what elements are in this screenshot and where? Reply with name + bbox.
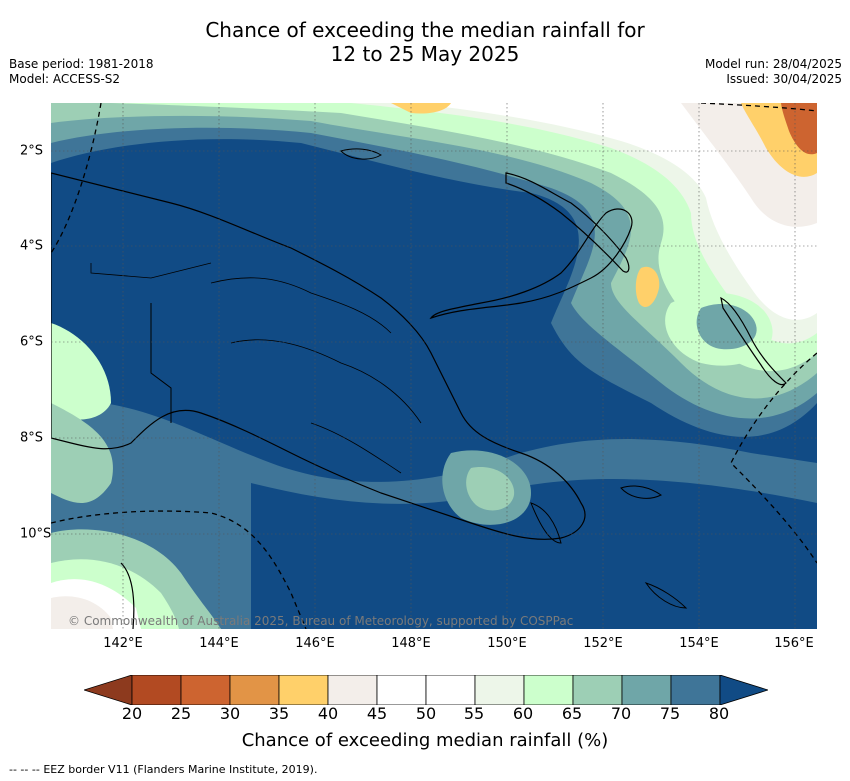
colorbar-segment bbox=[425, 674, 476, 706]
lon-label-150: 150°E bbox=[487, 636, 527, 651]
eez-legend-text: EEZ border V11 (Flanders Marine Institut… bbox=[43, 763, 318, 776]
colorbar-segment bbox=[670, 674, 721, 706]
colorbar-label: Chance of exceeding median rainfall (%) bbox=[241, 730, 609, 751]
colorbar-segment bbox=[572, 674, 623, 706]
colorbar-segment bbox=[180, 674, 231, 706]
title-line-1: Chance of exceeding the median rainfall … bbox=[205, 18, 645, 42]
colorbar-segment bbox=[474, 674, 525, 706]
meta-left: Base period: 1981-2018 Model: ACCESS-S2 bbox=[9, 57, 154, 87]
zone-35-40-north bbox=[391, 103, 451, 114]
lon-label-154: 154°E bbox=[679, 636, 719, 651]
eez-legend-marker: -- -- -- bbox=[9, 763, 40, 776]
island-se-2 bbox=[530, 502, 562, 544]
province-border-2 bbox=[230, 339, 422, 424]
zone-60-65 bbox=[111, 103, 817, 372]
colorbar-segment bbox=[621, 674, 672, 706]
cb-tick-40: 40 bbox=[317, 704, 339, 723]
cape-york-coastline bbox=[120, 562, 135, 629]
zone-65-70-west bbox=[51, 403, 113, 503]
lon-label-152: 152°E bbox=[583, 636, 623, 651]
cb-tick-65: 65 bbox=[561, 704, 583, 723]
meta-right: Model run: 28/04/2025 Issued: 30/04/2025 bbox=[705, 57, 842, 87]
province-border-1 bbox=[210, 277, 392, 334]
zone-65-70-central bbox=[466, 467, 515, 511]
colorbar-extend-high bbox=[719, 674, 770, 706]
colorbar-segment bbox=[327, 674, 378, 706]
eez-border-north bbox=[700, 103, 817, 112]
cb-tick-35: 35 bbox=[268, 704, 290, 723]
lat-label-2s: 2°S bbox=[20, 143, 44, 159]
lon-label-146: 146°E bbox=[295, 636, 335, 651]
zone-60-65-west bbox=[51, 323, 111, 420]
cb-tick-25: 25 bbox=[170, 704, 192, 723]
colorbar-segment bbox=[278, 674, 329, 706]
lat-label-8s: 8°S bbox=[20, 430, 44, 446]
colorbar-segment bbox=[131, 674, 182, 706]
manus-coastline bbox=[340, 148, 382, 160]
lon-label-144: 144°E bbox=[199, 636, 239, 651]
border-line bbox=[150, 303, 172, 423]
colorbar-segment bbox=[229, 674, 280, 706]
island-se-1 bbox=[620, 485, 662, 499]
colorbar-segment bbox=[376, 674, 427, 706]
cb-tick-75: 75 bbox=[659, 704, 681, 723]
cb-tick-50: 50 bbox=[415, 704, 437, 723]
colorbar-svg bbox=[82, 674, 770, 706]
zone-45-55 bbox=[411, 103, 817, 320]
cb-tick-55: 55 bbox=[463, 704, 485, 723]
lon-label-156: 156°E bbox=[774, 636, 814, 651]
lat-label-4s: 4°S bbox=[20, 238, 44, 254]
lon-label-148: 148°E bbox=[391, 636, 431, 651]
map-title: Chance of exceeding the median rainfall … bbox=[0, 18, 850, 66]
colorbar bbox=[82, 674, 770, 706]
lat-label-10s: 10°S bbox=[20, 526, 52, 542]
island-se-3 bbox=[644, 582, 688, 609]
model-run-text: Model run: 28/04/2025 bbox=[704, 57, 842, 71]
bougainville-coastline bbox=[720, 296, 787, 386]
cb-tick-45: 45 bbox=[366, 704, 388, 723]
cb-tick-70: 70 bbox=[610, 704, 632, 723]
zone-40-45-sw bbox=[51, 596, 113, 629]
cb-tick-20: 20 bbox=[121, 704, 143, 723]
issued-text: Issued: 30/04/2025 bbox=[726, 72, 842, 86]
rainfall-map bbox=[51, 103, 817, 629]
colorbar-segment bbox=[523, 674, 574, 706]
title-line-2: 12 to 25 May 2025 bbox=[330, 42, 520, 66]
lat-label-6s: 6°S bbox=[20, 334, 44, 350]
eez-border-west bbox=[51, 103, 102, 254]
zone-25-30-east bbox=[781, 103, 817, 155]
model-text: Model: ACCESS-S2 bbox=[9, 72, 121, 86]
cb-tick-30: 30 bbox=[219, 704, 241, 723]
zone-70-75-bougainville bbox=[696, 304, 757, 350]
zone-80-south bbox=[251, 479, 817, 629]
province-border-4 bbox=[90, 262, 212, 279]
new-britain-coastline bbox=[429, 208, 633, 320]
eez-border-east bbox=[730, 352, 817, 564]
cb-tick-80: 80 bbox=[708, 704, 730, 723]
cb-tick-60: 60 bbox=[512, 704, 534, 723]
map-svg bbox=[51, 103, 817, 629]
new-ireland-coastline bbox=[505, 172, 630, 273]
eez-border-south bbox=[51, 510, 307, 629]
new-guinea-coastline bbox=[51, 172, 586, 540]
colorbar-extend-low bbox=[82, 674, 133, 706]
zone-35-40-patch bbox=[635, 266, 660, 308]
base-period-text: Base period: 1981-2018 bbox=[9, 57, 154, 71]
eez-legend: -- -- -- EEZ border V11 (Flanders Marine… bbox=[9, 763, 317, 776]
lon-label-142: 142°E bbox=[103, 636, 143, 651]
map-credit: © Commonwealth of Australia 2025, Bureau… bbox=[68, 614, 574, 628]
province-border-3 bbox=[310, 422, 402, 474]
